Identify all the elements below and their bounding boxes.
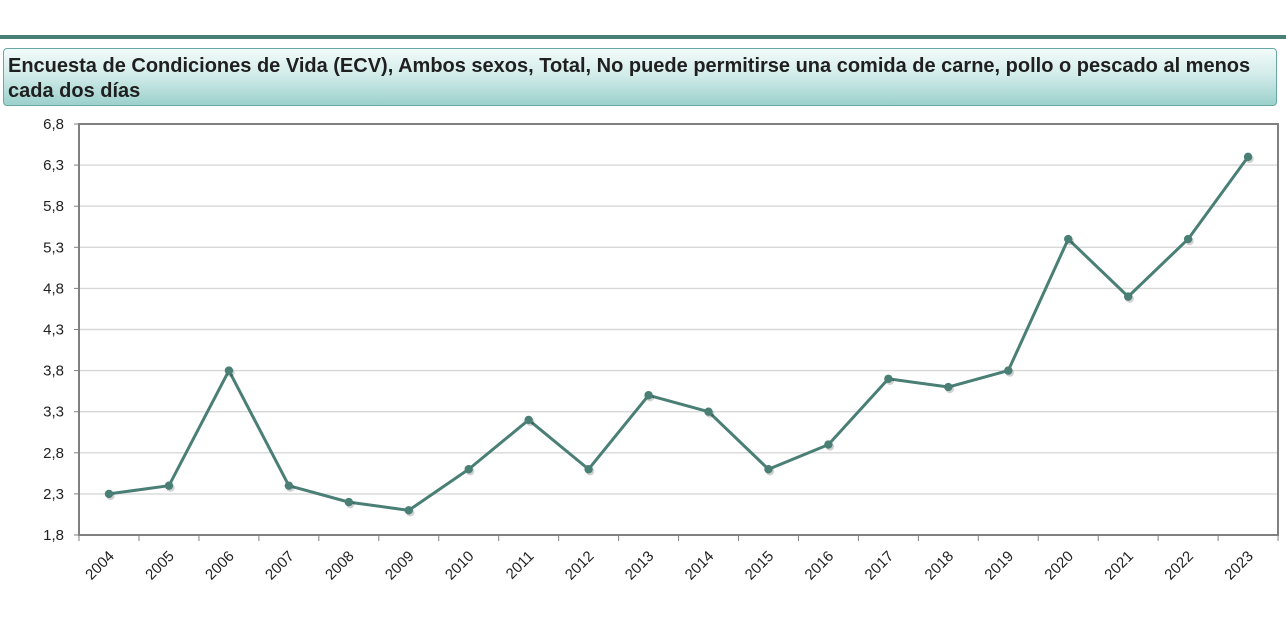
data-point: [404, 506, 413, 515]
chart-title-bar: Encuesta de Condiciones de Vida (ECV), A…: [3, 48, 1277, 106]
data-point: [944, 382, 953, 392]
x-tick-label: 2017: [862, 548, 898, 584]
plot-area: [104, 152, 1254, 517]
y-tick-label: 4,3: [43, 322, 64, 339]
data-point: [1004, 366, 1013, 375]
data-point: [584, 465, 593, 474]
data-point: [164, 481, 174, 490]
x-tick-label: 2013: [622, 548, 658, 584]
y-tick-label: 6,3: [43, 157, 64, 174]
x-tick-label: 2005: [142, 548, 178, 584]
x-tick-label: 2006: [202, 548, 238, 584]
x-tick-label: 2008: [322, 548, 358, 584]
data-point: [884, 374, 893, 384]
data-point: [284, 481, 294, 490]
data-point: [224, 366, 234, 375]
x-tick-label: 2007: [262, 548, 298, 584]
x-axis-ticks: 2004 2005 2006 2007 2008 2009 2010 2011 2012 2013…: [78, 535, 1279, 584]
x-tick-label: 2020: [1041, 548, 1077, 584]
x-tick-label: 2019: [981, 548, 1017, 584]
x-tick-label: 2014: [682, 548, 718, 584]
data-point: [344, 497, 353, 507]
data-point: [104, 489, 114, 499]
header-rule: [0, 35, 1286, 39]
x-tick-label: 2015: [742, 548, 778, 584]
data-point: [644, 391, 653, 400]
data-point: [1064, 234, 1073, 244]
x-tick-label: 2022: [1161, 548, 1197, 584]
x-tick-label: 2018: [922, 548, 958, 584]
data-point: [1243, 152, 1253, 162]
x-tick-label: 2004: [82, 548, 118, 584]
y-tick-label: 2,3: [43, 486, 64, 503]
y-axis-ticks: 1,8 2,3 2,8 3,3 3,8 4,3 4,8 5,3 5,8 6,3 6,8: [43, 116, 79, 544]
data-point: [464, 465, 473, 474]
grid-lines: [78, 123, 1279, 536]
x-tick-label: 2016: [802, 548, 838, 584]
y-tick-label: 6,8: [43, 116, 64, 133]
y-tick-label: 1,8: [43, 527, 64, 544]
x-tick-label: 2010: [442, 548, 478, 584]
x-tick-label: 2009: [382, 548, 418, 584]
y-tick-label: 4,8: [43, 280, 64, 297]
y-tick-label: 3,8: [43, 363, 64, 380]
x-tick-label: 2011: [503, 548, 538, 583]
y-tick-label: 5,3: [43, 239, 64, 256]
chart-title: Encuesta de Condiciones de Vida (ECV), A…: [8, 55, 1251, 102]
data-point: [704, 407, 713, 416]
y-tick-label: 2,8: [43, 445, 64, 462]
data-point: [1183, 234, 1193, 244]
series-line: [107, 155, 1250, 512]
data-point: [824, 440, 833, 449]
data-point: [1123, 292, 1133, 301]
x-tick-label: 2023: [1221, 548, 1257, 584]
x-tick-label: 2021: [1101, 548, 1137, 584]
y-tick-label: 3,3: [43, 404, 64, 421]
data-point: [764, 465, 773, 474]
data-point: [524, 415, 533, 425]
x-tick-label: 2012: [562, 548, 598, 584]
y-tick-label: 5,8: [43, 198, 64, 215]
